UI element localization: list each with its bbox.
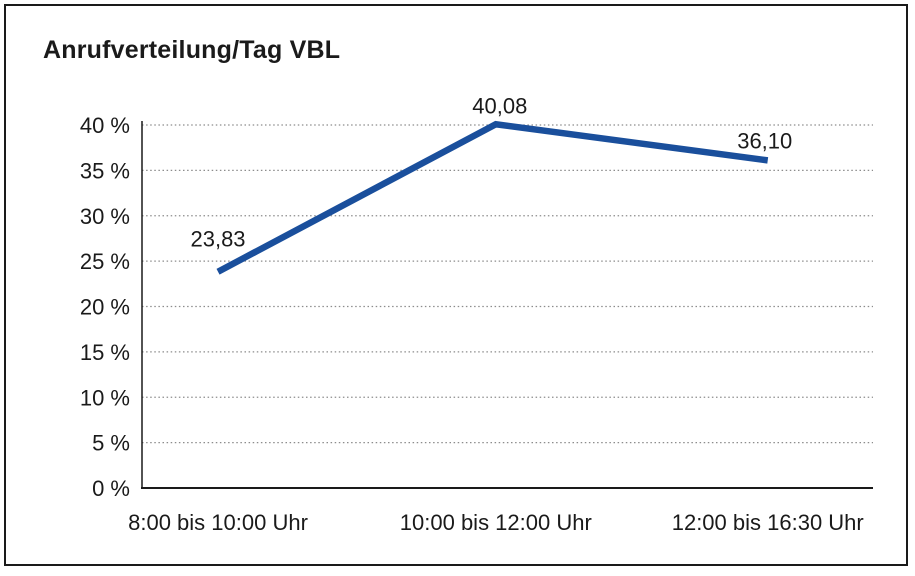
y-tick-label: 15 % [80, 340, 130, 365]
y-tick-label: 10 % [80, 385, 130, 410]
chart-title: Anrufverteilung/Tag VBL [43, 36, 341, 64]
chart-frame: Anrufverteilung/Tag VBL [4, 4, 908, 566]
data-line [216, 120, 769, 275]
y-tick-label: 20 % [80, 295, 130, 320]
x-axis-label: 8:00 bis 10:00 Uhr [128, 510, 308, 535]
x-axis-label: 12:00 bis 16:30 Uhr [672, 510, 864, 535]
y-tick-label: 35 % [80, 158, 130, 183]
x-axis-label: 10:00 bis 12:00 Uhr [400, 510, 592, 535]
y-tick-label: 0 % [92, 476, 130, 501]
data-point-label: 40,08 [472, 93, 527, 118]
y-tick-label: 25 % [80, 249, 130, 274]
data-point-label: 36,10 [737, 128, 792, 153]
y-tick-label: 30 % [80, 204, 130, 229]
data-point-label: 23,83 [190, 227, 245, 252]
y-tick-label: 40 % [80, 113, 130, 138]
y-tick-label: 5 % [92, 431, 130, 456]
